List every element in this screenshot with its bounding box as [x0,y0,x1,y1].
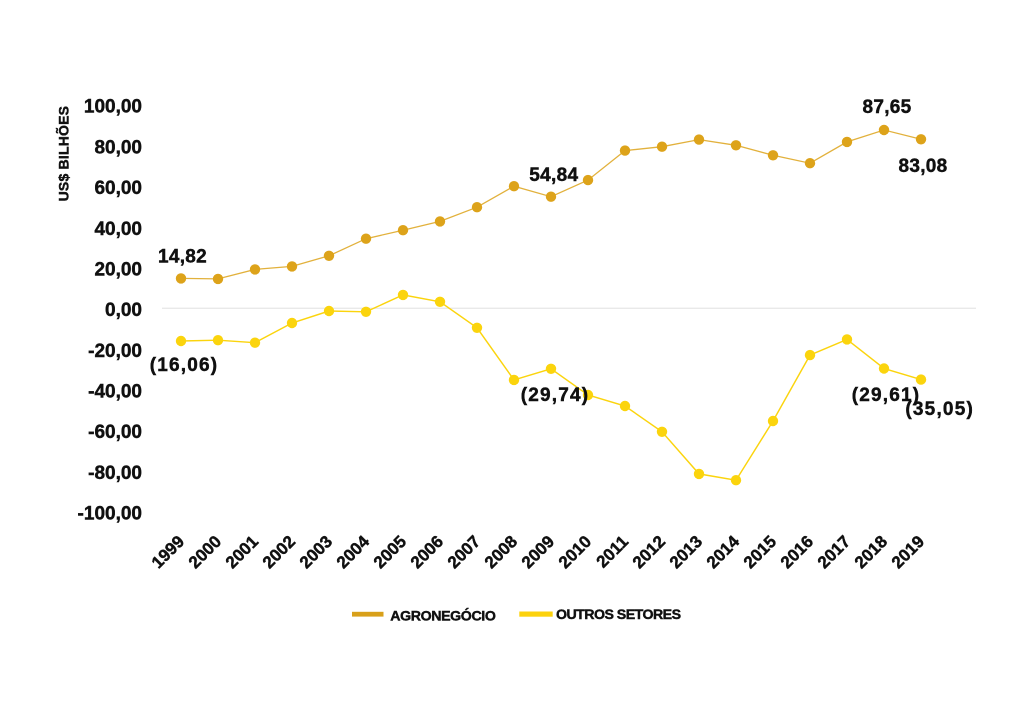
svg-text:-40,00: -40,00 [88,382,142,403]
svg-text:(35,05): (35,05) [905,399,974,420]
svg-text:OUTROS SETORES: OUTROS SETORES [556,607,681,623]
svg-text:87,65: 87,65 [862,97,911,118]
svg-text:14,82: 14,82 [158,247,207,268]
svg-text:40,00: 40,00 [94,219,142,240]
svg-text:-100,00: -100,00 [78,504,142,525]
svg-text:AGRONEGÓCIO: AGRONEGÓCIO [390,606,496,624]
svg-text:(29,61): (29,61) [852,385,921,406]
svg-text:-60,00: -60,00 [88,422,142,443]
svg-text:0,00: 0,00 [105,300,142,321]
svg-text:20,00: 20,00 [94,260,142,281]
svg-text:-80,00: -80,00 [88,463,142,484]
svg-text:(29,74): (29,74) [521,385,590,406]
svg-text:54,84: 54,84 [529,165,578,186]
svg-text:100,00: 100,00 [84,97,142,118]
svg-text:(16,06): (16,06) [150,355,219,376]
svg-text:60,00: 60,00 [94,178,142,199]
svg-text:83,08: 83,08 [898,156,947,177]
svg-text:-20,00: -20,00 [88,341,142,362]
svg-text:80,00: 80,00 [94,137,142,158]
svg-text:US$ BILHÕES: US$ BILHÕES [54,106,71,202]
